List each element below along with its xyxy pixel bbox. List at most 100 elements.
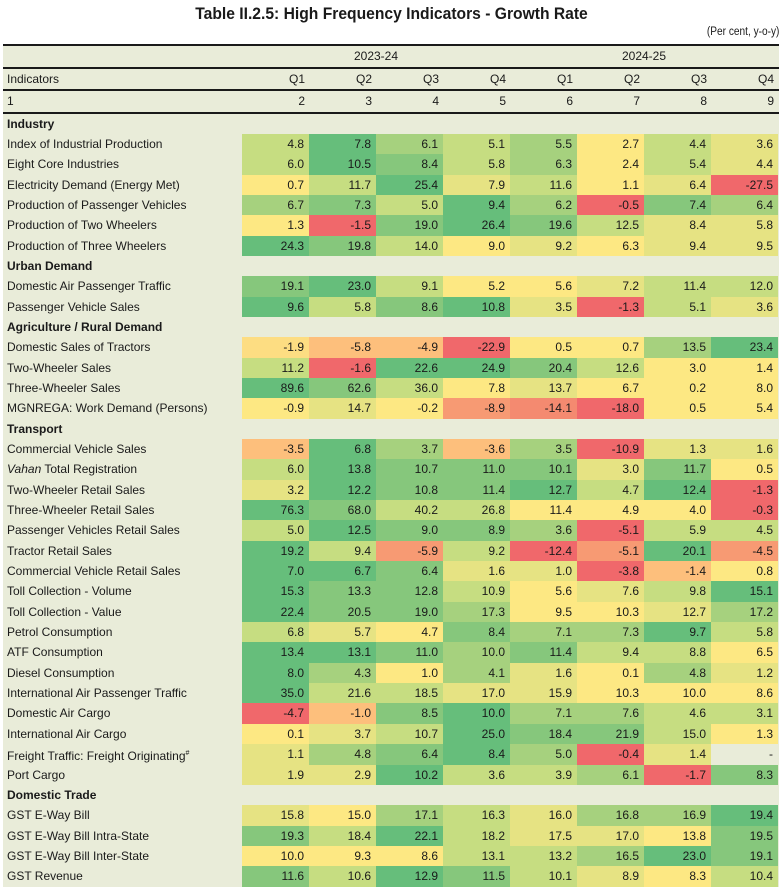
value-cell: 10.0 — [443, 642, 510, 663]
value-cell: 8.4 — [376, 154, 443, 175]
indicator-label: Production of Two Wheelers — [3, 215, 242, 235]
value-cell: 9.5 — [711, 235, 778, 256]
indicator-label: Production of Three Wheelers — [3, 236, 242, 256]
value-cell: 6.7 — [242, 194, 309, 216]
section-header-row: Domestic Trade — [3, 785, 779, 805]
value-cell: -1.6 — [309, 357, 376, 378]
indicator-label: Domestic Sales of Tractors — [3, 337, 242, 357]
value-cell: 68.0 — [309, 500, 376, 521]
table-row: Production of Two Wheelers 1.3 -1.5 19.0 26.… — [3, 215, 779, 236]
value-cell: 7.4 — [644, 194, 711, 216]
value-cell: 5.0 — [242, 520, 309, 541]
indicator-name: GST Revenue — [7, 869, 83, 884]
value-cell: 6.4 — [644, 174, 711, 195]
value-cell: 6.3 — [577, 235, 644, 256]
quarter-header: Q4 — [489, 71, 506, 86]
value-cell: 16.3 — [443, 805, 510, 826]
table-row: Freight Traffic: Freight Originating# 1.1… — [3, 744, 779, 765]
value-cell: 8.4 — [644, 215, 711, 236]
table-row: MGNREGA: Work Demand (Persons) -0.9 14.7 -0… — [3, 398, 779, 419]
value-cell: 23.0 — [309, 276, 376, 297]
value-cell: 19.4 — [711, 805, 778, 826]
value-cell: 11.4 — [510, 500, 577, 521]
value-cell: 4.9 — [577, 500, 644, 521]
value-cell: -8.9 — [443, 398, 510, 419]
value-cell: 24.3 — [242, 235, 309, 256]
section-title: Industry — [7, 116, 55, 131]
value-cell: 20.4 — [510, 357, 577, 378]
value-cell: 1.2 — [711, 662, 778, 684]
indicator-name: Electricity Demand (Energy Met) — [7, 177, 180, 192]
value-cell: 17.0 — [577, 825, 644, 846]
value-cell: 2.7 — [577, 133, 644, 155]
value-cell: 9.4 — [577, 642, 644, 663]
column-number-row: 1 2 3 4 5 6 7 8 9 — [3, 91, 779, 112]
value-cell: 14.7 — [309, 398, 376, 419]
value-cell: 10.1 — [510, 866, 577, 887]
value-cell: 12.6 — [577, 357, 644, 378]
value-cell: 8.4 — [443, 622, 510, 643]
value-cell: 40.2 — [376, 500, 443, 521]
value-cell: 5.4 — [644, 154, 711, 175]
indicators-table: 2023-24 2024-25 Indicators Q1 Q2 Q3 Q4 Q… — [3, 44, 779, 887]
section-title: Urban Demand — [7, 258, 93, 273]
value-cell: 8.8 — [644, 642, 711, 663]
value-cell: 19.5 — [711, 825, 778, 846]
value-cell: 10.9 — [443, 581, 510, 602]
value-cell: 89.6 — [242, 377, 309, 399]
value-cell: 0.7 — [577, 337, 644, 358]
value-cell: 9.5 — [510, 601, 577, 623]
indicator-name: Eight Core Industries — [7, 157, 120, 172]
table-row: Port Cargo 1.9 2.9 10.2 3.6 3.9 6.1 -1.7 8.3 — [3, 764, 779, 785]
value-cell: 3.6 — [711, 133, 778, 155]
value-cell: 10.1 — [510, 459, 577, 480]
indicator-label: Electricity Demand (Energy Met) — [3, 175, 242, 195]
section-header-row: Transport — [3, 419, 779, 439]
value-cell: 13.7 — [510, 377, 577, 399]
value-cell: 21.9 — [577, 723, 644, 745]
indicator-name: Three-Wheeler Retail Sales — [7, 503, 155, 518]
value-cell: 1.4 — [711, 357, 778, 378]
column-number: 8 — [700, 94, 707, 109]
indicator-label: Passenger Vehicles Retail Sales — [3, 520, 242, 540]
value-cell: 22.6 — [376, 357, 443, 378]
table-row: Index of Industrial Production 4.8 7.8 6.1 5… — [3, 133, 779, 155]
value-cell: 6.8 — [242, 622, 309, 643]
value-cell: 10.0 — [644, 683, 711, 704]
value-cell: 4.8 — [242, 133, 309, 155]
indicator-label: Toll Collection - Volume — [3, 581, 242, 601]
value-cell: 10.3 — [577, 683, 644, 704]
indicator-name: Domestic Sales of Tractors — [7, 340, 151, 355]
value-cell: 1.3 — [242, 215, 309, 236]
value-cell: 17.5 — [510, 825, 577, 846]
value-cell: -4.9 — [376, 337, 443, 358]
value-cell: 24.9 — [443, 357, 510, 378]
indicator-name: Three-Wheeler Sales — [7, 380, 121, 395]
value-cell: 13.8 — [644, 825, 711, 846]
value-cell: 18.4 — [510, 723, 577, 745]
value-cell: 10.3 — [577, 601, 644, 623]
value-cell: 0.1 — [577, 662, 644, 684]
value-cell: 17.0 — [443, 683, 510, 704]
indicator-name: Production of Passenger Vehicles — [7, 197, 187, 212]
quarter-header: Q4 — [757, 71, 774, 86]
top-rule — [3, 44, 779, 46]
value-cell: 2.9 — [309, 764, 376, 785]
value-cell: 9.6 — [242, 296, 309, 317]
value-cell: 10.5 — [309, 154, 376, 175]
value-cell: -3.6 — [443, 439, 510, 460]
indicator-label: Commercial Vehicle Sales — [3, 439, 242, 459]
value-cell: 3.5 — [510, 439, 577, 460]
value-cell: 19.3 — [242, 825, 309, 846]
value-cell: -5.9 — [376, 540, 443, 562]
indicator-name: GST E-Way Bill Inter-State — [7, 848, 150, 863]
value-cell: 25.0 — [443, 723, 510, 745]
value-cell: -1.5 — [309, 215, 376, 236]
value-cell: 12.9 — [376, 866, 443, 887]
value-cell: 1.1 — [242, 744, 309, 765]
value-cell: -0.2 — [376, 398, 443, 419]
value-cell: 10.8 — [376, 479, 443, 501]
value-cell: 5.2 — [443, 276, 510, 297]
table-row: Diesel Consumption 8.0 4.3 1.0 4.1 1.6 0.1 4.8 1… — [3, 662, 779, 684]
value-cell: 0.2 — [644, 377, 711, 399]
